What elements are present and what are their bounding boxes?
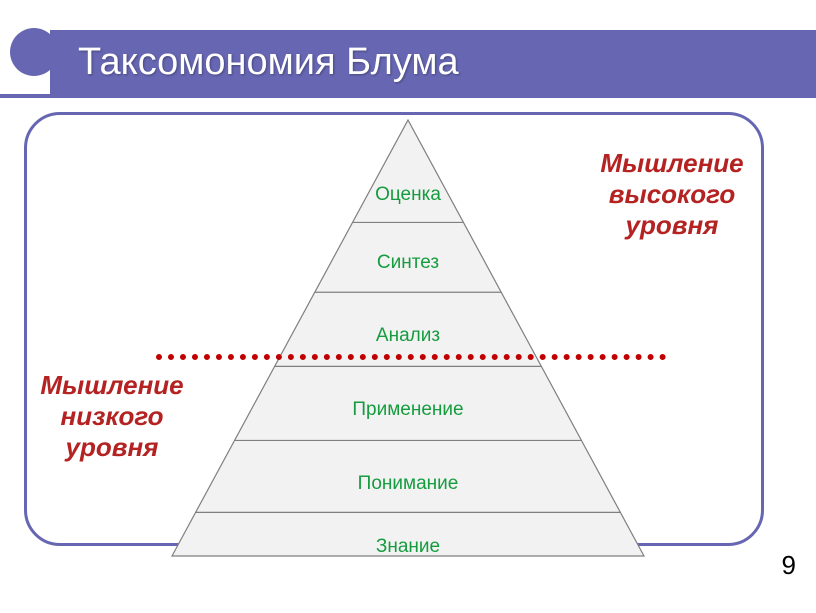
page-number: 9	[782, 550, 796, 581]
caption-high-line3: уровня	[626, 210, 719, 240]
thinking-divider	[156, 354, 666, 360]
caption-high-line2: высокого	[609, 179, 735, 209]
slide: Таксомономия Блума ОценкаСинтезАнализПри…	[0, 0, 816, 613]
caption-low-line1: Мышление	[40, 370, 183, 400]
caption-low-line2: низкого	[60, 401, 163, 431]
caption-low-line3: уровня	[66, 432, 159, 462]
title-underline	[0, 94, 816, 98]
caption-low-thinking: Мышление низкого уровня	[22, 370, 202, 464]
title-bar: Таксомономия Блума	[50, 30, 816, 94]
caption-high-line1: Мышление	[600, 148, 743, 178]
slide-title: Таксомономия Блума	[78, 41, 459, 84]
caption-high-thinking: Мышление высокого уровня	[582, 148, 762, 242]
